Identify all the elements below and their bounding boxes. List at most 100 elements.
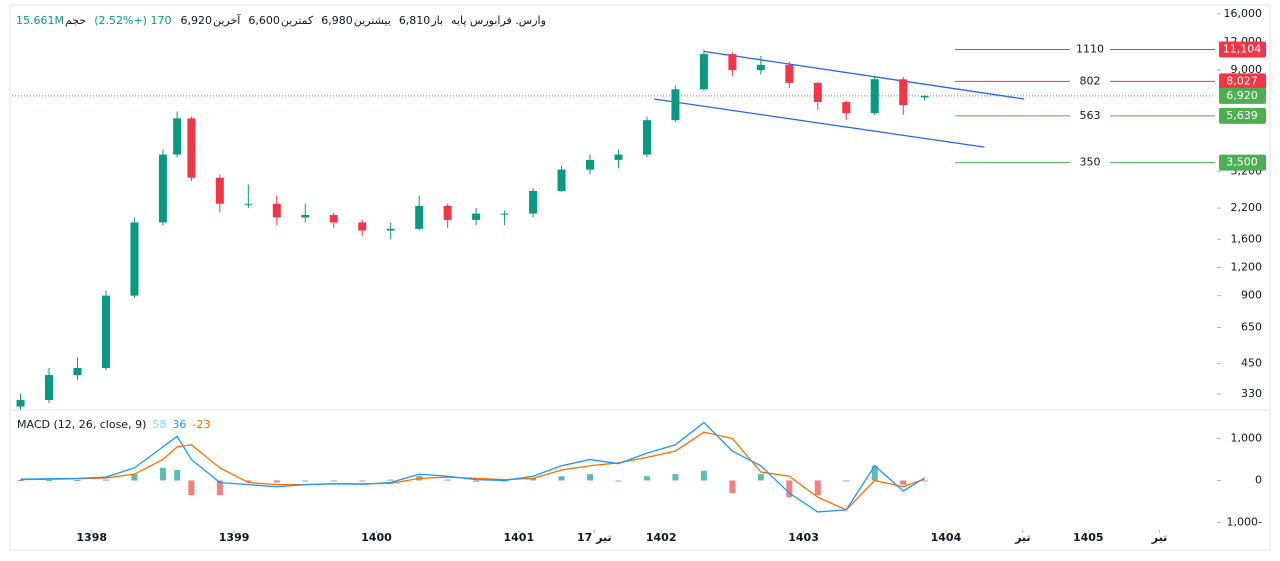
x-tick-label: 1405 — [1073, 531, 1104, 544]
x-tick-label: 1398 — [76, 531, 107, 544]
candle-body — [130, 222, 139, 296]
histogram-bar — [174, 469, 181, 481]
candle-body — [899, 79, 908, 106]
trendline — [653, 98, 985, 148]
x-tick-label: 1401 — [504, 531, 535, 544]
histogram-bar — [558, 476, 565, 481]
candle-body — [614, 154, 623, 160]
x-tick-label: 1404 — [931, 531, 962, 544]
histogram-bar — [74, 480, 81, 482]
price-tag-label: 11,104 — [1223, 43, 1262, 56]
price-tag — [1219, 73, 1266, 90]
candle-body — [472, 213, 481, 220]
legend-title: MACD (12, 26, close, 9) — [17, 418, 146, 431]
candle-body — [557, 169, 566, 191]
histogram-bar — [921, 480, 928, 482]
histogram-bar — [131, 474, 138, 481]
level-label: 350 — [1080, 156, 1101, 169]
x-tick-label: 17 تیر — [577, 531, 612, 544]
candle-body — [301, 215, 310, 218]
header-label: حجم — [64, 14, 87, 27]
histogram-bar — [17, 480, 24, 482]
candle-body — [415, 205, 424, 229]
level-label: 563 — [1080, 109, 1101, 122]
header-item: کمترین6,600 — [248, 14, 313, 27]
histogram-bar — [302, 480, 309, 482]
price-tag — [1219, 87, 1266, 104]
histogram-bar — [444, 479, 451, 481]
y-tick-label: 16,000 — [1224, 7, 1263, 20]
y-tick-label: 450 — [1241, 357, 1262, 370]
candle-body — [586, 159, 595, 170]
candle-body — [728, 54, 737, 71]
histogram-bar — [359, 480, 366, 482]
level-label-bg — [1070, 74, 1110, 89]
header-value: 6,920 — [180, 14, 212, 27]
histogram-bar — [188, 480, 195, 496]
header-item: 170 (+2.52%) — [94, 14, 172, 27]
candle-body — [756, 64, 765, 71]
y-tick-label: 2,200 — [1231, 201, 1263, 214]
y-tick-label: 1,200 — [1231, 260, 1263, 273]
legend-value: 36 — [172, 418, 186, 431]
histogram-bar — [587, 474, 594, 481]
x-tick-label: 1399 — [219, 531, 250, 544]
histogram-bar — [273, 480, 280, 483]
level-label-bg — [1070, 42, 1110, 57]
y-tick-label: 330 — [1241, 387, 1262, 400]
candle-body — [842, 102, 851, 114]
histogram-bar — [843, 480, 850, 482]
legend-value: 58 — [152, 418, 166, 431]
candle-body — [386, 228, 395, 231]
header-value: 6,980 — [321, 14, 353, 27]
x-tick-label: 1400 — [361, 531, 392, 544]
histogram-bar — [615, 480, 622, 482]
y-tick-label: 900 — [1241, 289, 1262, 302]
y-tick-label: 9,000 — [1231, 63, 1263, 76]
header-value: 6,600 — [248, 14, 280, 27]
candle-body — [529, 190, 538, 214]
price-tag-label: 5,639 — [1226, 109, 1258, 122]
histogram-bar — [387, 479, 394, 481]
histogram-bar — [700, 470, 707, 481]
x-tick-label: تیر — [1151, 531, 1167, 544]
candle-body — [16, 400, 25, 407]
x-tick-label: تیر — [1014, 531, 1030, 544]
header-item: حجم15.661M — [16, 14, 86, 27]
histogram-bar — [786, 480, 793, 498]
candle-body — [671, 89, 680, 121]
candle-body — [870, 79, 879, 114]
candle-body — [158, 154, 167, 223]
histogram-bar — [900, 480, 907, 485]
header-value: 6,810 — [398, 14, 431, 27]
header-item: بیشترین6,980 — [321, 14, 391, 27]
level-label-bg — [1070, 108, 1110, 123]
candle-body — [785, 64, 794, 83]
histogram-bar — [46, 480, 53, 482]
macd-line — [20, 421, 925, 513]
header-label: آخرین — [212, 14, 241, 27]
price-tag — [1219, 41, 1266, 58]
header-label: باز — [431, 14, 444, 27]
histogram-bar — [871, 465, 878, 481]
candle-body — [920, 95, 929, 98]
histogram-bar — [530, 478, 537, 481]
header-value: 170 (+2.52%) — [94, 14, 172, 27]
candle-body — [45, 375, 54, 401]
x-tick-label: 1403 — [788, 531, 819, 544]
histogram-bar — [672, 474, 679, 481]
histogram-bar — [757, 474, 764, 481]
candle-body — [101, 295, 110, 368]
candle-body — [187, 118, 196, 178]
y-tick-label: 1,600 — [1231, 232, 1263, 245]
candle-body — [813, 82, 822, 103]
header-item: آخرین6,920 — [180, 14, 240, 27]
header-item: باز6,810 — [399, 14, 443, 27]
candle-body — [244, 203, 253, 205]
candle-body — [358, 222, 367, 231]
candle-body — [215, 177, 224, 204]
histogram-bar — [216, 480, 223, 496]
histogram-bar — [159, 467, 166, 481]
candle-body — [173, 118, 182, 155]
